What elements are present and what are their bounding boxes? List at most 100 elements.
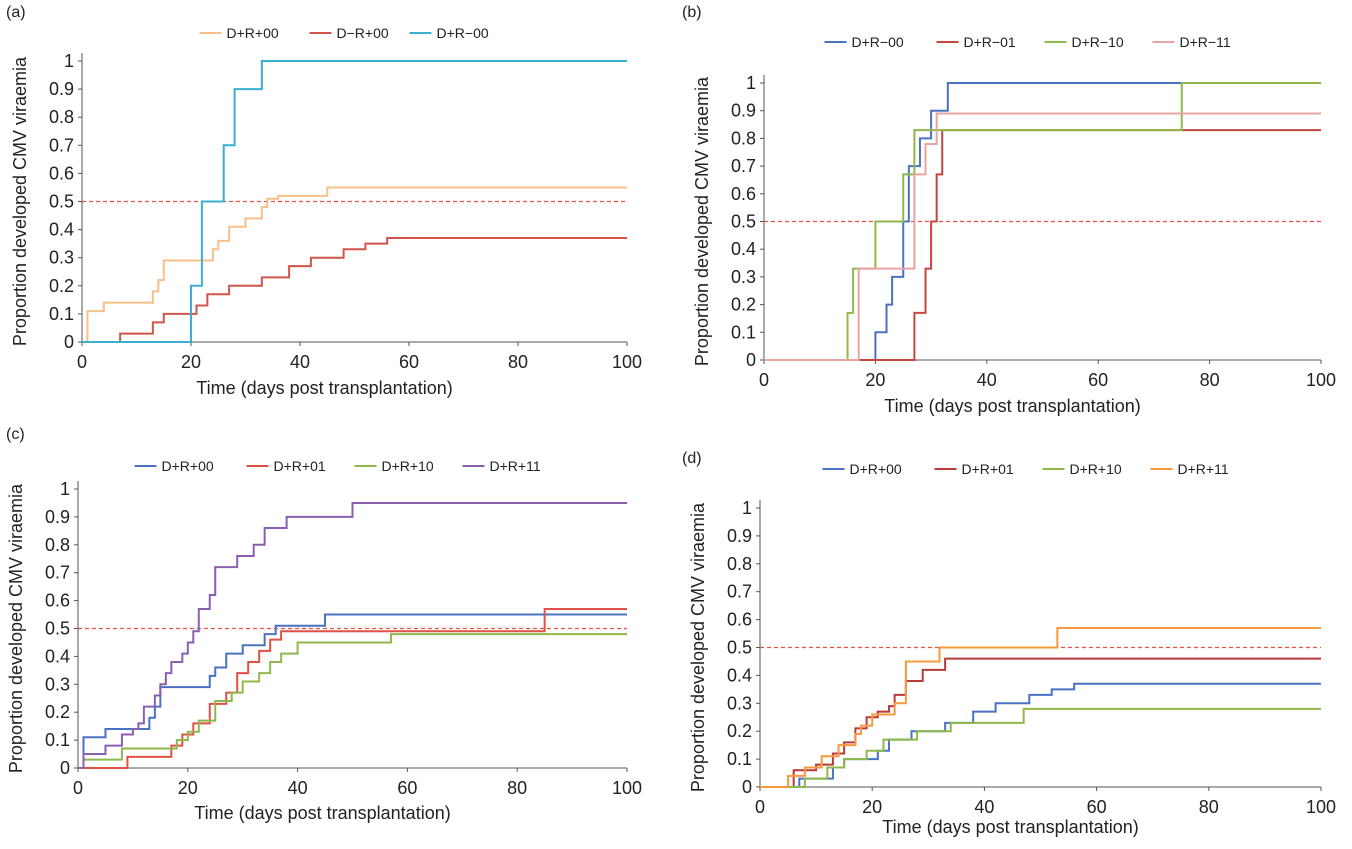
y-tick-label: 0.6	[727, 610, 752, 630]
x-axis-label: Time (days post transplantation)	[884, 396, 1140, 416]
x-tick-label: 100	[1306, 797, 1336, 817]
x-tick-label: 100	[612, 352, 642, 372]
legend-label-0: D+R+00	[162, 458, 214, 474]
y-tick-label: 0.1	[45, 730, 70, 750]
x-tick-label: 20	[862, 797, 882, 817]
legend-label-2: D+R+10	[382, 458, 434, 474]
y-tick-label: 1	[60, 479, 70, 499]
y-tick-label: 0.4	[727, 665, 752, 685]
panel-label-b: (b)	[682, 4, 702, 21]
series-line-2	[760, 707, 1321, 788]
y-axis-label: Proportion developed CMV viraemia	[692, 76, 712, 366]
y-tick-label: 0.9	[49, 79, 74, 99]
x-tick-label: 0	[755, 797, 765, 817]
y-tick-label: 0.3	[45, 674, 70, 694]
y-tick-label: 0.3	[727, 693, 752, 713]
x-tick-label: 0	[77, 352, 87, 372]
series-line-2	[82, 60, 627, 343]
series-line-1	[82, 237, 627, 343]
series-line-3	[78, 501, 627, 769]
y-axis-label: Proportion developed CMV viraemia	[6, 483, 26, 773]
legend-label-0: D+R+00	[850, 461, 902, 477]
series-line-0	[78, 613, 627, 769]
y-tick-label: 0.5	[731, 212, 756, 232]
y-tick-label: 0.1	[727, 749, 752, 769]
y-tick-label: 0.2	[45, 702, 70, 722]
panel-label-d: (d)	[682, 450, 702, 467]
legend-label-1: D−R+00	[337, 25, 389, 41]
y-tick-label: 0.1	[49, 304, 74, 324]
y-tick-label: 0.8	[49, 107, 74, 127]
y-tick-label: 0.7	[727, 582, 752, 602]
y-tick-label: 0.7	[49, 135, 74, 155]
x-tick-label: 20	[865, 370, 885, 390]
x-tick-label: 20	[181, 352, 201, 372]
y-tick-label: 0.3	[731, 267, 756, 287]
x-tick-label: 0	[73, 778, 83, 798]
y-tick-label: 0.3	[49, 248, 74, 268]
y-tick-label: 0.5	[727, 638, 752, 658]
legend-label-2: D+R−00	[437, 25, 489, 41]
series-line-3	[760, 626, 1321, 788]
x-tick-label: 40	[974, 797, 994, 817]
x-tick-label: 100	[612, 778, 642, 798]
x-tick-label: 40	[288, 778, 308, 798]
x-tick-label: 60	[399, 352, 419, 372]
y-tick-label: 1	[64, 51, 74, 71]
panel-label-c: (c)	[6, 426, 25, 443]
panel-c: (c) 0 0.1 0.2 0.3 0.4 0.5 0.6 0.7 0.8 0.9 1 0 20 40 60…	[0, 422, 676, 844]
y-tick-label: 0.4	[49, 220, 74, 240]
y-tick-label: 0.9	[727, 526, 752, 546]
y-tick-label: 0	[746, 350, 756, 370]
y-tick-label: 0.1	[731, 322, 756, 342]
x-axis-label: Time (days post transplantation)	[196, 378, 452, 398]
x-tick-label: 60	[1087, 797, 1107, 817]
x-axis-label: Time (days post transplantation)	[882, 817, 1138, 837]
y-tick-label: 0.8	[45, 535, 70, 555]
y-tick-label: 1	[742, 498, 752, 518]
legend-label-3: D+R−11	[1180, 34, 1231, 50]
x-tick-label: 60	[397, 778, 417, 798]
legend-label-0: D+R+00	[227, 25, 279, 41]
panel-label-a: (a)	[6, 4, 26, 21]
legend-label-3: D+R+11	[1178, 461, 1229, 477]
y-tick-label: 0	[60, 758, 70, 778]
chart-d: 0 0.1 0.2 0.3 0.4 0.5 0.6 0.7 0.8 0.9 1 0 20 40 60 80 10…	[688, 461, 1336, 837]
legend-label-1: D+R−01	[964, 34, 1016, 50]
y-tick-label: 0.5	[49, 192, 74, 212]
y-tick-label: 0.6	[45, 591, 70, 611]
chart-b: 0 0.1 0.2 0.3 0.4 0.5 0.6 0.7 0.8 0.9 1 0 20 40 60 80 10…	[692, 34, 1336, 416]
x-tick-label: 0	[759, 370, 769, 390]
y-tick-label: 0.7	[731, 156, 756, 176]
y-tick-label: 0.2	[49, 276, 74, 296]
x-tick-label: 80	[1199, 797, 1219, 817]
y-tick-label: 1	[746, 73, 756, 93]
series-line-3	[764, 112, 1321, 361]
x-tick-label: 40	[290, 352, 310, 372]
legend-label-1: D+R+01	[962, 461, 1014, 477]
x-tick-label: 80	[507, 778, 527, 798]
panel-b: (b) 0 0.1 0.2 0.3 0.4 0.5 0.6 0.7 0.8 0.9 1 0 20 40 60…	[676, 0, 1352, 422]
legend-label-1: D+R+01	[274, 458, 326, 474]
x-tick-label: 80	[508, 352, 528, 372]
x-axis-label: Time (days post transplantation)	[194, 803, 450, 823]
chart-c: 0 0.1 0.2 0.3 0.4 0.5 0.6 0.7 0.8 0.9 1 0 20 40 60 80 10…	[6, 458, 642, 823]
x-tick-label: 80	[1200, 370, 1220, 390]
y-tick-label: 0.9	[45, 507, 70, 527]
y-tick-label: 0.8	[731, 128, 756, 148]
legend-label-2: D+R−10	[1072, 34, 1124, 50]
y-tick-label: 0.9	[731, 101, 756, 121]
y-tick-label: 0.5	[45, 619, 70, 639]
legend-label-0: D+R−00	[852, 34, 904, 50]
y-tick-label: 0.2	[727, 721, 752, 741]
y-tick-label: 0.7	[45, 563, 70, 583]
y-axis-label: Proportion developed CMV viraemia	[688, 502, 708, 792]
x-tick-label: 100	[1306, 370, 1336, 390]
legend-label-3: D+R+11	[490, 458, 541, 474]
series-line-2	[78, 633, 627, 769]
y-tick-label: 0.8	[727, 554, 752, 574]
panel-d: (d) 0 0.1 0.2 0.3 0.4 0.5 0.6 0.7 0.8 0.9 1 0 20 40 60…	[676, 422, 1352, 844]
y-tick-label: 0	[64, 332, 74, 352]
legend-label-2: D+R+10	[1070, 461, 1122, 477]
